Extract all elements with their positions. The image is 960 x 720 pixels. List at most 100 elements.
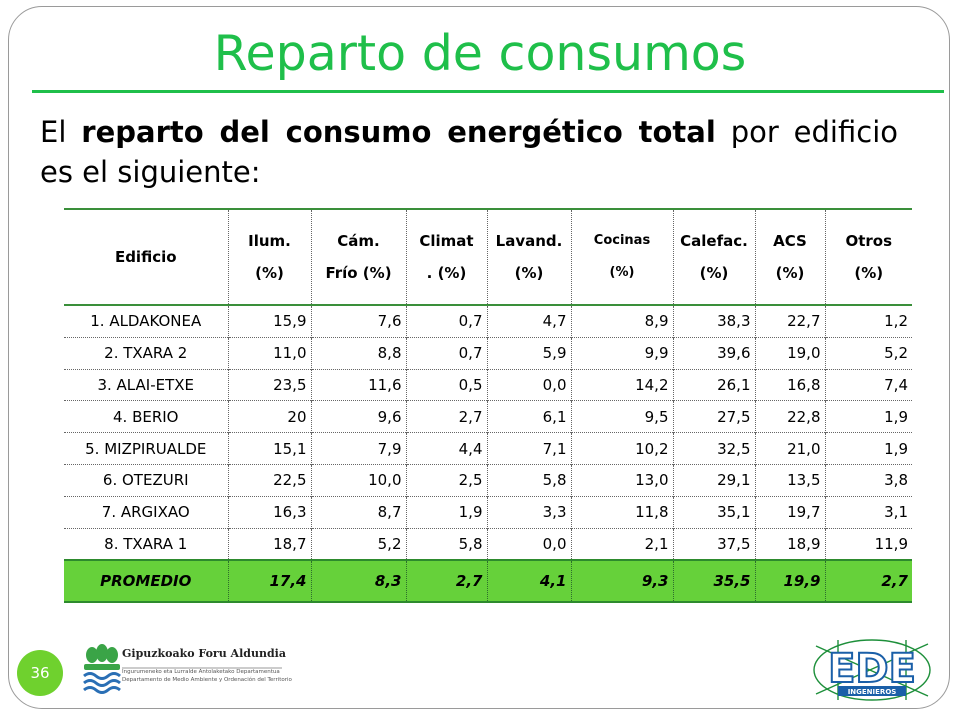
value-cell: 9,5 [570,400,673,433]
building-name-cell: 3. ALAI-ETXE [64,368,228,401]
value-cell: 11,8 [570,495,673,529]
average-value-cell: 17,4 [227,559,311,604]
value-cell: 8,7 [310,495,406,529]
value-cell: 26,1 [672,368,755,401]
average-value-cell: 19,9 [754,559,825,604]
ede-ingenieros-logo-icon: EDE INGENIEROS [813,639,931,701]
page-number-badge: 36 [17,650,63,696]
value-cell: 11,6 [310,368,406,401]
value-cell: 8,9 [570,305,673,338]
consumption-table: Edificio Ilum. (%) Cám. Frío (%) Climat. (… [64,208,912,604]
value-cell: 10,0 [310,463,406,497]
header-cocinas: Cocinas (%) [570,208,673,306]
average-value-cell: 35,5 [672,559,755,604]
value-cell: 4,7 [486,305,571,338]
slide-title: Reparto de consumos [213,25,747,82]
value-cell: 5,8 [405,527,487,561]
ede-word: INGENIEROS [848,688,897,696]
gipuzkoa-title: Gipuzkoako Foru Aldundia [122,647,286,660]
intro-suffix: por edificio es el siguiente: [40,115,899,189]
table-row: 8. TXARA 1 18,7 5,2 5,8 0,0 2,1 37,5 18,9 11,9 [64,527,912,561]
header-lavand: Lavand. (%) [486,208,571,306]
header-otros: Otros (%) [824,208,912,306]
value-cell: 6,1 [486,400,571,433]
value-cell: 1,9 [405,495,487,529]
value-cell: 19,0 [754,336,825,370]
intro-prefix: El [40,115,82,149]
value-cell: 29,1 [672,463,755,497]
ede-letters: EDE [828,646,916,692]
table-body: 1. ALDAKONEA 15,9 7,6 0,7 4,7 8,9 38,3 22,7 1,2 2… [64,305,912,604]
value-cell: 16,8 [754,368,825,401]
building-name-cell: 1. ALDAKONEA [90,312,202,331]
table-row: 6. OTEZURI 22,5 10,0 2,5 5,8 13,0 29,1 13,5 3,8 [64,463,912,497]
average-value-cell: 8,3 [310,559,406,604]
table-header-row: Edificio Ilum. (%) Cám. Frío (%) Climat. (… [64,208,912,306]
value-cell: 32,5 [672,432,755,465]
value-cell: 1,9 [824,400,912,433]
header-acs: ACS (%) [754,208,825,306]
value-cell: 21,0 [754,432,825,465]
value-cell: 5,2 [310,527,406,561]
value-cell: 0,0 [486,368,571,401]
header-cam-frio: Cám. Frío (%) [310,208,406,306]
value-cell: 7,9 [310,432,406,465]
value-cell: 5,8 [486,463,571,497]
value-cell: 11,0 [227,336,311,370]
building-name-cell: 7. ARGIXAO [64,495,228,529]
value-cell: 14,2 [570,368,673,401]
table-row: 5. MIZPIRUALDE 15,1 7,9 4,4 7,1 10,2 32,5 21,0 1… [64,432,912,465]
building-name-cell: 6. OTEZURI [64,463,228,497]
table-row: 7. ARGIXAO 16,3 8,7 1,9 3,3 11,8 35,1 19,7 3,1 [64,495,912,529]
gipuzkoa-logo-icon [83,644,282,694]
average-value-cell: 9,3 [570,559,673,604]
value-cell: 2,5 [405,463,487,497]
value-cell: 13,5 [754,463,825,497]
value-cell: 7,6 [310,305,406,338]
value-cell: 10,2 [570,432,673,465]
table-row: 2. TXARA 2 11,0 8,8 0,7 5,9 9,9 39,6 19,0 5,2 [64,336,912,370]
intro-bold: reparto del consumo energético total [81,115,716,149]
value-cell: 7,1 [486,432,571,465]
value-cell: 35,1 [672,495,755,529]
value-cell: 2,1 [570,527,673,561]
value-cell: 22,7 [754,305,825,338]
average-label-cell: PROMEDIO [64,559,228,604]
gipuzkoa-dept-es: Departamento de Medio Ambiente y Ordenac… [122,677,292,683]
value-cell: 39,6 [672,336,755,370]
value-cell: 2,7 [405,400,487,433]
table-row: 3. ALAI-ETXE 23,5 11,6 0,5 0,0 14,2 26,1 16,8 7,… [64,368,912,401]
value-cell: 16,3 [227,495,311,529]
building-name-cell: 5. MIZPIRUALDE [64,432,228,465]
building-name-cell: 2. TXARA 2 [64,336,228,370]
value-cell: 5,9 [486,336,571,370]
header-ilum: Ilum. (%) [227,208,311,306]
average-value-cell: 2,7 [405,559,487,604]
value-cell: 0,0 [486,527,571,561]
value-cell: 0,7 [405,336,487,370]
value-cell: 15,9 [227,305,311,338]
title-divider [32,90,944,93]
value-cell: 3,1 [824,495,912,529]
value-cell: 5,2 [824,336,912,370]
table-row: 1. ALDAKONEA 15,9 7,6 0,7 4,7 8,9 38,3 22,7 1,2 [64,305,912,338]
value-cell: 9,6 [310,400,406,433]
value-cell: 37,5 [672,527,755,561]
value-cell: 0,7 [405,305,487,338]
table-row: 4. BERIO 20 9,6 2,7 6,1 9,5 27,5 22,8 1,9 [64,400,912,433]
gipuzkoa-dept-eu: Ingurumeneko eta Lurralde Antolaketako D… [122,669,280,675]
value-cell: 0,5 [405,368,487,401]
value-cell: 18,9 [754,527,825,561]
value-cell: 27,5 [672,400,755,433]
value-cell: 23,5 [227,368,311,401]
value-cell: 38,3 [672,305,755,338]
intro-paragraph: El reparto del consumo energético total … [40,112,898,192]
value-cell: 4,4 [405,432,487,465]
value-cell: 1,2 [824,305,912,338]
value-cell: 3,3 [486,495,571,529]
building-name-cell: 8. TXARA 1 [64,527,228,561]
average-value-cell: 4,1 [486,559,571,604]
average-value-cell: 2,7 [824,559,912,604]
value-cell: 1,9 [824,432,912,465]
value-cell: 13,0 [570,463,673,497]
